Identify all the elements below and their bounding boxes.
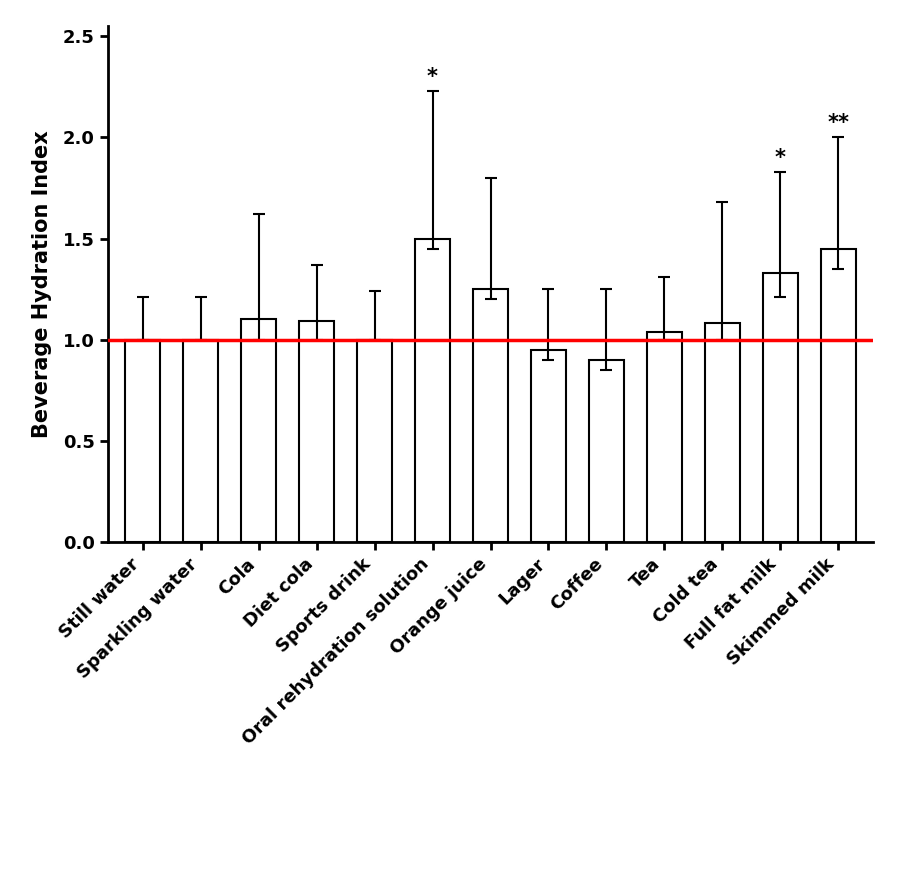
Text: *: * [775, 148, 786, 168]
Text: **: ** [827, 114, 850, 134]
Bar [473, 289, 508, 542]
Bar [821, 249, 856, 542]
Bar [705, 323, 740, 542]
Bar [415, 239, 450, 542]
Bar [357, 340, 392, 542]
Bar [531, 350, 566, 542]
Bar [184, 340, 218, 542]
Text: *: * [427, 67, 438, 87]
Bar [241, 319, 276, 542]
Bar [589, 360, 624, 542]
Bar [763, 273, 797, 542]
Bar [125, 340, 160, 542]
Bar [647, 331, 681, 542]
Bar [299, 322, 334, 542]
Y-axis label: Beverage Hydration Index: Beverage Hydration Index [32, 130, 52, 438]
